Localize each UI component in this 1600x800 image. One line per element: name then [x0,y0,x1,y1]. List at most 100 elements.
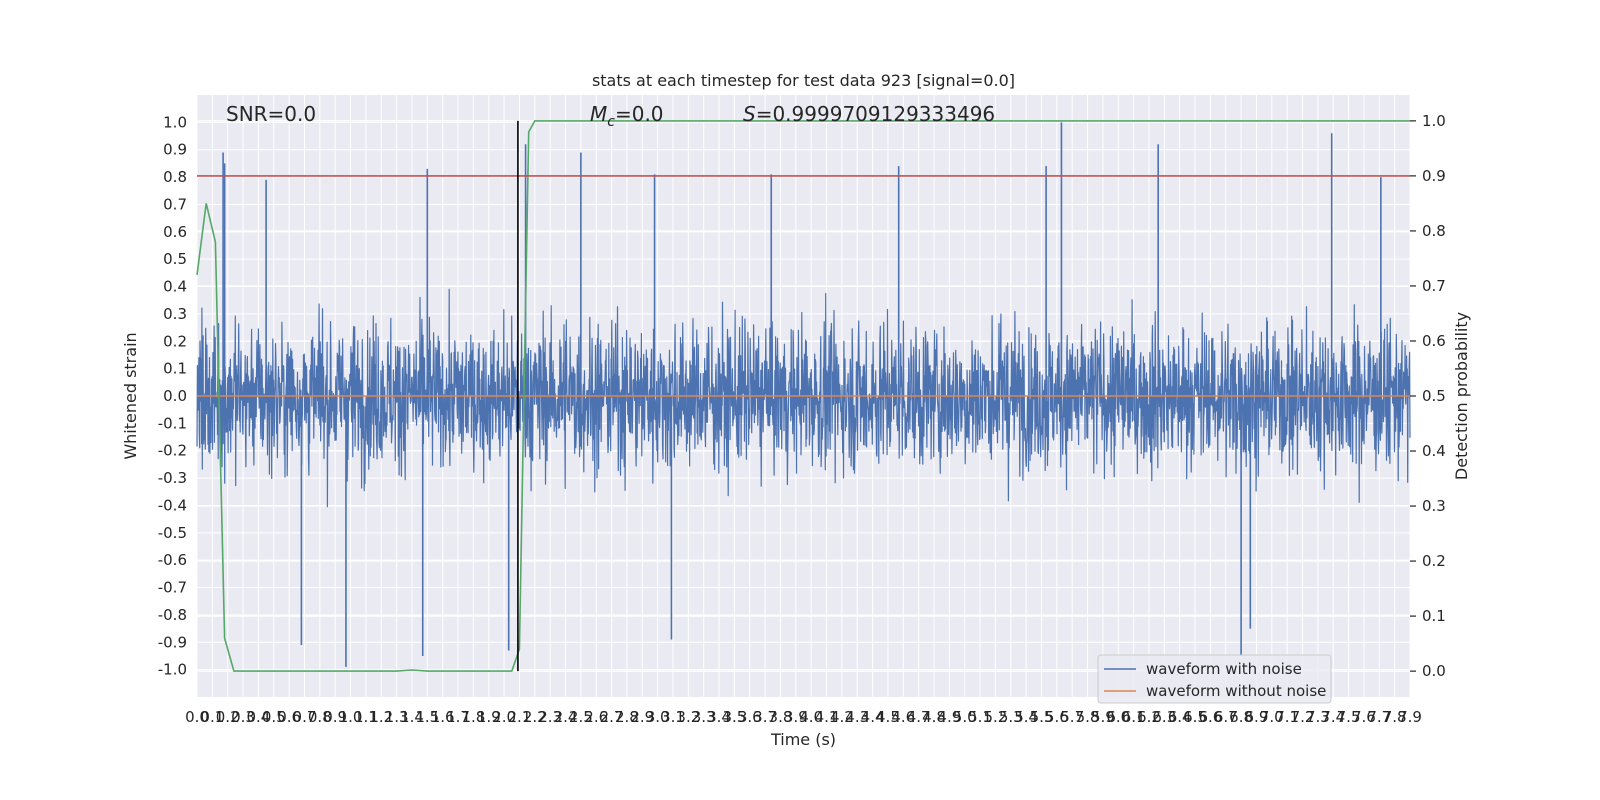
y-tick-label: 0.6 [163,223,187,241]
y-tick-label: 1.0 [163,113,187,131]
y2-tick-label: 0.9 [1422,167,1446,185]
y-tick-label: 0.3 [163,305,187,323]
y2-axis-label: Detection probability [1452,312,1471,480]
x-tick-label: 0.1 [200,708,224,726]
legend-box [1097,654,1332,704]
x-tick-label: 4.7 [907,708,931,726]
y-tick-label: -0.6 [158,551,187,569]
x-tick-label: 5.0 [953,708,977,726]
y-axis-label: Whitened strain [121,332,140,459]
y2-tick-label: 0.6 [1422,332,1446,350]
x-tick-label: 0.2 [216,708,240,726]
y2-tick-label: 0.7 [1422,277,1446,295]
y-tick-label: -0.5 [158,524,187,542]
annotation-mc-subscript: c [607,114,615,130]
x-tick-label: 4.3 [845,708,869,726]
x-tick-label: 3.7 [753,708,777,726]
x-tick-label: 2.9 [630,708,654,726]
y2-tick-label: 0.5 [1422,387,1446,405]
x-tick-label: 6.9 [1245,708,1269,726]
x-tick-label: 4.2 [830,708,854,726]
x-tick-label: 0.0 [185,708,209,726]
x-tick-label: 5.5 [1030,708,1054,726]
x-tick-label: 3.2 [676,708,700,726]
y-tick-label: -0.7 [158,579,187,597]
x-tick-label: 2.8 [615,708,639,726]
annotation-s-value: =0.9999709129333496 [756,102,995,126]
y2-tick-label: 0.4 [1422,442,1446,460]
x-tick-label: 7.1 [1275,708,1299,726]
x-tick-label: 5.8 [1076,708,1100,726]
y-tick-label: 0.4 [163,278,187,296]
series-lines [196,120,1410,672]
series-waveform-with-noise [196,122,1411,667]
x-tick-label: 1.3 [385,708,409,726]
y2-tick-label: 0.1 [1422,607,1446,625]
x-tick-label: 2.0 [492,708,516,726]
x-tick-label: 5.9 [1091,708,1115,726]
x-tick-label: 4.1 [815,708,839,726]
x-tick-label: 5.3 [999,708,1023,726]
y2-tick-label: 1.0 [1422,112,1446,130]
x-tick-label: 6.5 [1183,708,1207,726]
legend-label-waveform-without-noise: waveform without noise [1146,682,1326,700]
y-tick-label: 0.8 [163,168,187,186]
x-tick-label: 6.8 [1229,708,1253,726]
x-tick-label: 1.2 [369,708,393,726]
x-tick-label: 3.5 [722,708,746,726]
x-tick-label: 6.0 [1106,708,1130,726]
chart-title: stats at each timestep for test data 923… [592,71,1015,90]
x-tick-label: 6.1 [1122,708,1146,726]
x-tick-label: 7.2 [1291,708,1315,726]
x-tick-label: 5.2 [984,708,1008,726]
x-tick-label: 0.9 [323,708,347,726]
x-tick-label: 3.3 [692,708,716,726]
x-tick-label: 0.8 [308,708,332,726]
x-tick-label: 6.4 [1168,708,1192,726]
x-tick-label: 0.6 [277,708,301,726]
x-tick-label: 7.7 [1367,708,1391,726]
x-tick-label: 6.6 [1198,708,1222,726]
x-tick-label: 4.8 [922,708,946,726]
annotation-snr: SNR=0.0 [226,102,316,126]
x-tick-label: 3.9 [784,708,808,726]
x-tick-label: 2.2 [523,708,547,726]
x-tick-label: 7.8 [1383,708,1407,726]
x-tick-label: 2.4 [554,708,578,726]
annotation-mc: Mc=0.0 [590,102,664,130]
x-tick-label: 7.6 [1352,708,1376,726]
series-detection-probability [196,120,1410,672]
x-tick-label: 2.6 [584,708,608,726]
y-tick-label: 0.0 [163,387,187,405]
x-tick-label: 0.4 [246,708,270,726]
x-tick-label: 6.3 [1152,708,1176,726]
y-tick-label: -0.3 [158,469,187,487]
y-tick-label: 0.2 [163,332,187,350]
x-tick-label: 3.0 [646,708,670,726]
legend: waveform with noise waveform without noi… [1097,654,1332,704]
x-tick-label: 4.5 [876,708,900,726]
x-tick-label: 1.1 [354,708,378,726]
x-tick-label: 3.4 [707,708,731,726]
x-tick-label: 2.5 [569,708,593,726]
y2-tick-label: 0.3 [1422,497,1446,515]
x-tick-label: 6.2 [1137,708,1161,726]
x-tick-label: 3.8 [769,708,793,726]
y-tick-label: 0.7 [163,195,187,213]
x-tick-label: 5.7 [1060,708,1084,726]
x-tick-label: 3.1 [661,708,685,726]
x-tick-label: 1.8 [461,708,485,726]
x-tick-label: 7.0 [1260,708,1284,726]
x-tick-label: 5.1 [968,708,992,726]
x-tick-label: 1.7 [446,708,470,726]
x-tick-label: 5.6 [1045,708,1069,726]
x-tick-label: 4.0 [799,708,823,726]
annotation-s: S=0.9999709129333496 [743,102,995,126]
x-tick-label: 4.9 [937,708,961,726]
x-tick-label: 7.5 [1337,708,1361,726]
y-tick-label: 0.9 [163,141,187,159]
annotation-mc-value: =0.0 [615,102,664,126]
x-tick-label: 1.5 [415,708,439,726]
